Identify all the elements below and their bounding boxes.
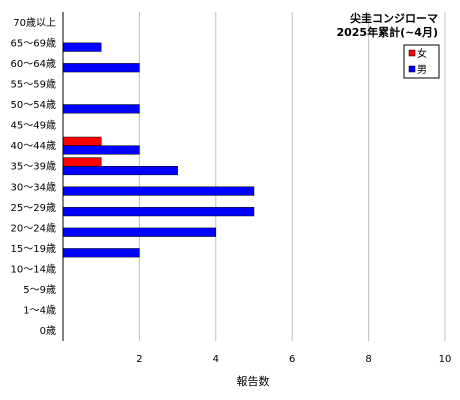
y-category-label: 60～64歳 [11, 58, 56, 70]
bar-male [62, 104, 140, 114]
y-category-label: 45～49歳 [11, 120, 56, 132]
legend-swatch-female [408, 49, 416, 57]
y-category-label: 55～59歳 [11, 78, 56, 90]
bar-male [62, 227, 217, 237]
y-category-label: 20～24歳 [11, 222, 56, 234]
bar-female [62, 136, 102, 146]
y-category-label: 70歳以上 [13, 17, 56, 29]
y-category-label: 35～39歳 [11, 161, 56, 173]
x-tick-labels: 2 4 6 8 10 [136, 354, 451, 365]
y-category-label: 65～69歳 [11, 37, 56, 49]
bar-male [62, 207, 255, 217]
bar-male [62, 63, 140, 73]
legend-label-female: 女 [417, 47, 427, 60]
y-category-label: 5～9歳 [23, 284, 56, 296]
x-tick-label: 6 [289, 354, 295, 365]
y-category-label: 0歳 [40, 325, 56, 337]
x-axis-title: 報告数 [237, 375, 270, 388]
bar-male [62, 42, 102, 52]
bar-male [62, 165, 178, 176]
grid-layer [138, 12, 446, 341]
bar-male [62, 186, 255, 196]
y-category-label: 50～54歳 [11, 99, 56, 111]
x-tick-label: 8 [365, 354, 371, 365]
legend-swatch-male [408, 65, 416, 73]
y-category-label: 1～4歳 [23, 305, 56, 317]
chart-title: 尖圭コンジローマ [350, 11, 438, 25]
bar-male [62, 248, 140, 258]
chart-subtitle: 2025年累計(~4月) [336, 25, 438, 39]
y-category-label: 30～34歳 [11, 181, 56, 193]
y-category-label: 10～14歳 [11, 264, 56, 276]
x-tick-label: 10 [439, 354, 452, 365]
bars-layer [62, 42, 255, 258]
bar-male [62, 145, 140, 155]
x-tick-label: 2 [136, 354, 142, 365]
y-category-labels: 70歳以上 65～69歳 60～64歳 55～59歳 50～54歳 45～49歳 40～44… [11, 17, 56, 337]
x-tick-label: 4 [213, 354, 219, 365]
y-category-label: 15～19歳 [11, 243, 56, 255]
bar-female [62, 157, 102, 167]
legend: 女 男 [403, 44, 440, 79]
y-category-label: 40～44歳 [11, 140, 56, 152]
legend-label-male: 男 [417, 64, 427, 76]
y-category-label: 25～29歳 [11, 202, 56, 214]
